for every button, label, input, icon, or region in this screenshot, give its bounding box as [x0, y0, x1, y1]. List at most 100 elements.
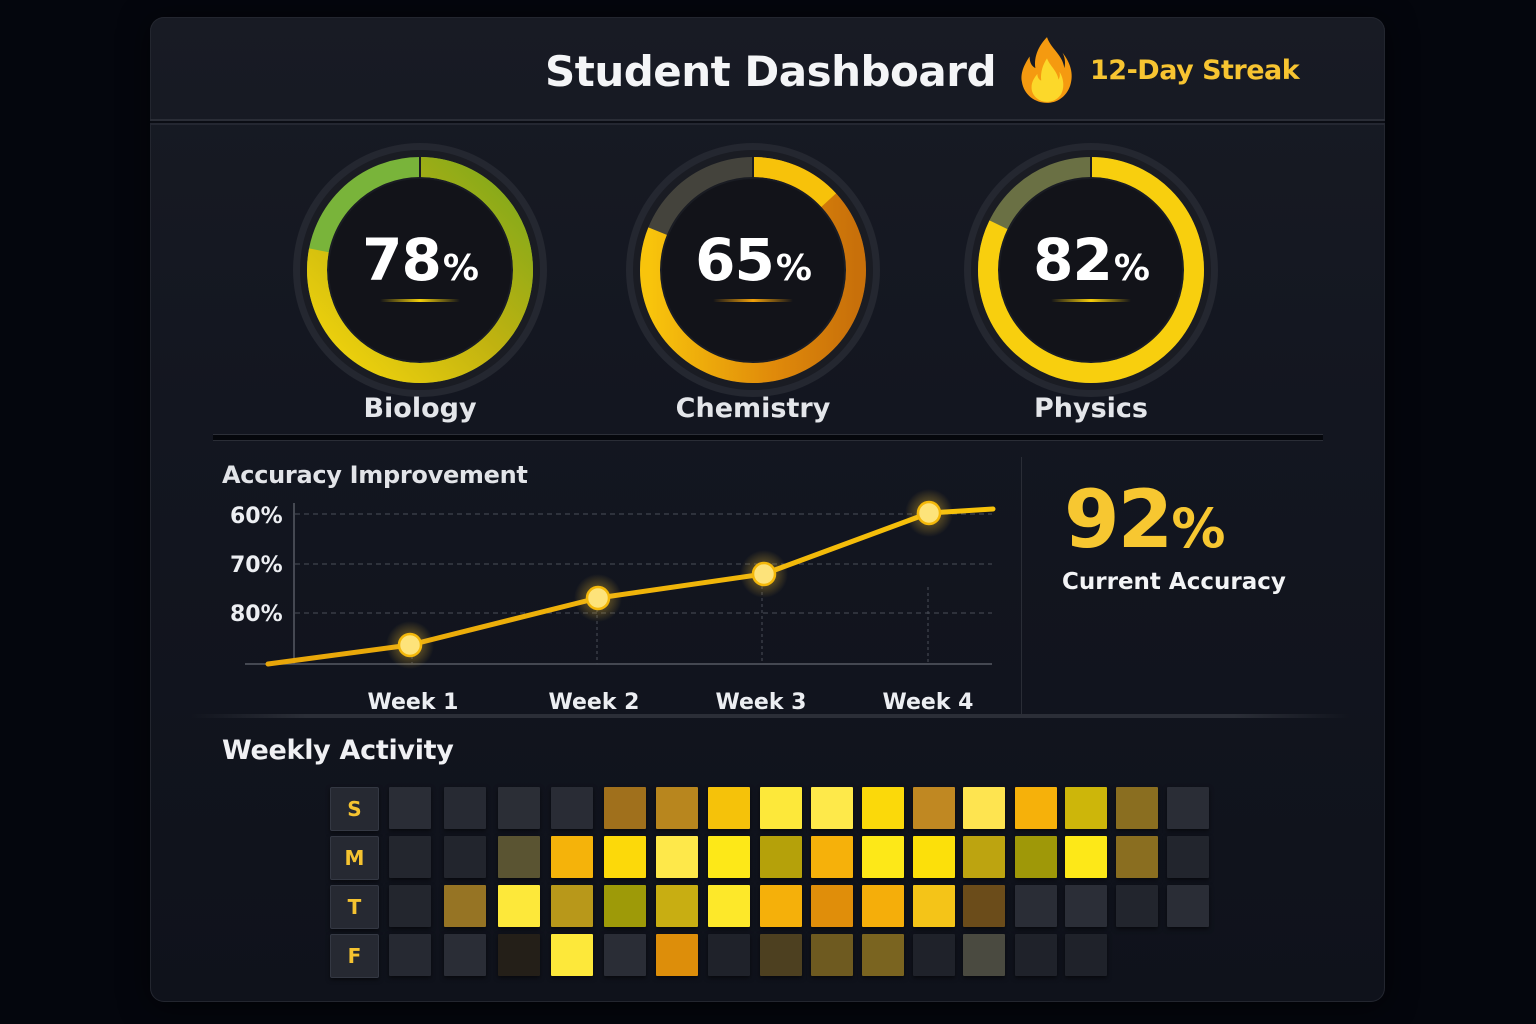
- heatmap-cell[interactable]: [1015, 885, 1057, 927]
- heatmap-cell[interactable]: [862, 934, 904, 976]
- gauge-chemistry[interactable]: 65% Chemistry: [623, 140, 883, 424]
- line-chart: [245, 489, 996, 669]
- heatmap-cell[interactable]: [444, 885, 486, 927]
- subject-gauges: 78% Biology: [150, 127, 1385, 447]
- page-title: Student Dashboard: [545, 47, 997, 96]
- current-accuracy-value: 92%: [1064, 473, 1225, 566]
- subject-label: Biology: [363, 393, 477, 424]
- heatmap-cell[interactable]: [656, 787, 698, 829]
- heatmap-cell[interactable]: [811, 836, 853, 878]
- heatmap-cell[interactable]: [498, 885, 540, 927]
- heatmap-cell[interactable]: [963, 885, 1005, 927]
- heatmap-cell[interactable]: [1015, 787, 1057, 829]
- x-tick-label: Week 1: [367, 690, 459, 715]
- heatmap-cell[interactable]: [498, 934, 540, 976]
- heatmap-cell[interactable]: [1065, 934, 1107, 976]
- heatmap-cell[interactable]: [498, 787, 540, 829]
- heatmap-cell[interactable]: [760, 787, 802, 829]
- heatmap-cell[interactable]: [862, 787, 904, 829]
- heatmap-cell[interactable]: [811, 934, 853, 976]
- streak-label: 12-Day Streak: [1090, 54, 1300, 86]
- day-label: T: [330, 885, 379, 929]
- heatmap-cell[interactable]: [760, 934, 802, 976]
- heatmap-cell[interactable]: [604, 885, 646, 927]
- current-accuracy-label: Current Accuracy: [1062, 569, 1286, 595]
- heatmap-cell[interactable]: [1116, 836, 1158, 878]
- heatmap-cell[interactable]: [551, 836, 593, 878]
- heatmap-cell[interactable]: [1167, 885, 1209, 927]
- heatmap-cell[interactable]: [1167, 787, 1209, 829]
- gauge-value: 65%: [695, 226, 812, 294]
- heatmap-cell[interactable]: [963, 787, 1005, 829]
- heatmap-cell[interactable]: [708, 934, 750, 976]
- gauge-value: 82%: [1033, 226, 1150, 294]
- subject-label: Physics: [1033, 393, 1148, 424]
- heatmap-cell[interactable]: [708, 836, 750, 878]
- gauge-physics[interactable]: 82% Physics: [961, 140, 1221, 424]
- heatmap-cell[interactable]: [604, 836, 646, 878]
- heatmap-cell[interactable]: [1116, 885, 1158, 927]
- y-tick-label: 80%: [230, 602, 283, 627]
- accuracy-chart: Accuracy Improvement: [150, 447, 1020, 717]
- heatmap-cell[interactable]: [1015, 836, 1057, 878]
- chart-title: Accuracy Improvement: [222, 461, 528, 489]
- heatmap-cell[interactable]: [444, 934, 486, 976]
- weekly-activity-title: Weekly Activity: [222, 735, 454, 766]
- y-tick-label: 70%: [230, 553, 283, 578]
- heatmap-cell[interactable]: [811, 885, 853, 927]
- heatmap-cell[interactable]: [389, 885, 431, 927]
- progress-ring-icon: [964, 143, 1218, 397]
- x-tick-label: Week 4: [882, 690, 974, 715]
- heatmap-cell[interactable]: [913, 836, 955, 878]
- section-divider: [213, 434, 1323, 441]
- gauge-biology[interactable]: 78% Biology: [290, 140, 550, 424]
- header: Student Dashboard 12-Day Streak: [150, 17, 1385, 125]
- heatmap-cell[interactable]: [862, 836, 904, 878]
- heatmap-cell[interactable]: [389, 836, 431, 878]
- heatmap-cell[interactable]: [1065, 885, 1107, 927]
- heatmap-cell[interactable]: [551, 885, 593, 927]
- x-tick-label: Week 2: [548, 690, 640, 715]
- gauge-underline: [1051, 299, 1131, 302]
- section-divider: [190, 714, 1350, 718]
- heatmap-cell[interactable]: [551, 787, 593, 829]
- heatmap-cell[interactable]: [444, 836, 486, 878]
- day-label: M: [330, 836, 379, 880]
- heatmap-cell[interactable]: [708, 885, 750, 927]
- heatmap-cell[interactable]: [913, 787, 955, 829]
- heatmap-cell[interactable]: [963, 934, 1005, 976]
- heatmap-cell[interactable]: [1167, 836, 1209, 878]
- heatmap-cell[interactable]: [1015, 934, 1057, 976]
- dashboard-panel: Student Dashboard 12-Day Streak: [150, 17, 1385, 1002]
- fire-icon: [1021, 37, 1072, 103]
- gauge-underline: [380, 299, 460, 302]
- heatmap-cell[interactable]: [913, 885, 955, 927]
- heatmap-cell[interactable]: [389, 787, 431, 829]
- day-label: S: [330, 787, 379, 831]
- gauge-underline: [713, 299, 793, 302]
- heatmap-cell[interactable]: [1116, 787, 1158, 829]
- heatmap-cell[interactable]: [656, 836, 698, 878]
- heatmap-cell[interactable]: [862, 885, 904, 927]
- heatmap-cell[interactable]: [760, 885, 802, 927]
- day-label: F: [330, 934, 379, 978]
- heatmap-cell[interactable]: [913, 934, 955, 976]
- heatmap-cell[interactable]: [498, 836, 540, 878]
- y-tick-label: 60%: [230, 504, 283, 529]
- heatmap-cell[interactable]: [551, 934, 593, 976]
- heatmap-cell[interactable]: [604, 934, 646, 976]
- heatmap-cell[interactable]: [760, 836, 802, 878]
- heatmap-cell[interactable]: [389, 934, 431, 976]
- heatmap-cell[interactable]: [811, 787, 853, 829]
- heatmap-cell[interactable]: [1065, 836, 1107, 878]
- heatmap-cell[interactable]: [656, 934, 698, 976]
- heatmap-cell[interactable]: [963, 836, 1005, 878]
- heatmap-cell[interactable]: [444, 787, 486, 829]
- heatmap-cell[interactable]: [656, 885, 698, 927]
- heatmap-cell[interactable]: [604, 787, 646, 829]
- heatmap-cell[interactable]: [1065, 787, 1107, 829]
- streak-badge: 12-Day Streak: [1018, 35, 1300, 105]
- progress-ring-icon: [293, 143, 547, 397]
- header-divider: [150, 119, 1385, 125]
- heatmap-cell[interactable]: [708, 787, 750, 829]
